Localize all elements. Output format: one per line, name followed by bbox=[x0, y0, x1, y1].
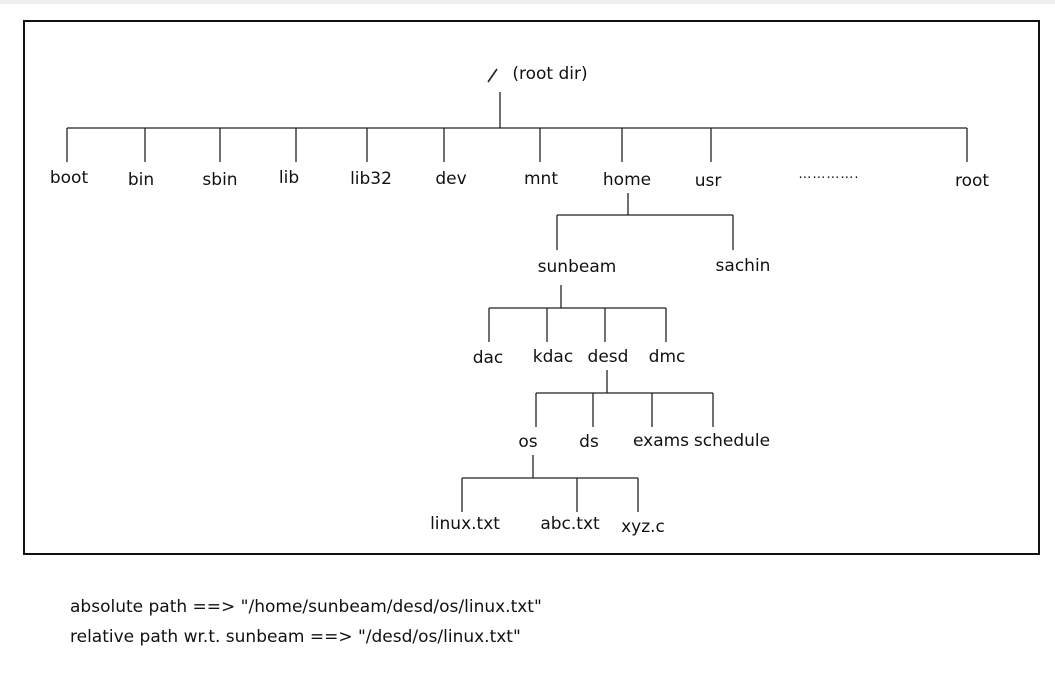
path-notes: absolute path ==> "/home/sunbeam/desd/os… bbox=[70, 592, 542, 652]
dir-usr: usr bbox=[694, 171, 722, 191]
dir-dac: dac bbox=[472, 348, 504, 368]
dir-bin: bin bbox=[127, 170, 155, 190]
dir-sunbeam: sunbeam bbox=[537, 257, 617, 277]
dir-lib32: lib32 bbox=[350, 169, 392, 189]
dir-ellipsis: …………. bbox=[798, 167, 860, 182]
dir-kdac: kdac bbox=[532, 347, 574, 367]
dir-sachin: sachin bbox=[715, 256, 771, 276]
dir-root: root bbox=[954, 171, 990, 191]
dir-dmc: dmc bbox=[648, 347, 686, 367]
relative-path-note: relative path wr.t. sunbeam ==> "/desd/o… bbox=[70, 627, 521, 647]
dir-lib: lib bbox=[278, 168, 300, 188]
root-slash-mark bbox=[487, 68, 498, 83]
dir-sbin: sbin bbox=[202, 170, 238, 190]
dir-dev: dev bbox=[435, 169, 467, 189]
dir-ds: ds bbox=[579, 432, 599, 452]
dir-desd: desd bbox=[587, 347, 629, 367]
top-bar bbox=[0, 0, 1055, 4]
file-linux-txt: linux.txt bbox=[430, 514, 500, 534]
dir-os: os bbox=[518, 432, 538, 452]
diagram-frame bbox=[23, 20, 1040, 555]
file-abc-txt: abc.txt bbox=[540, 514, 600, 534]
file-xyz-c: xyz.c bbox=[621, 517, 665, 537]
dir-boot: boot bbox=[49, 168, 89, 188]
root-dir-caption: (root dir) bbox=[512, 64, 588, 84]
dir-schedule: schedule bbox=[693, 431, 771, 451]
dir-mnt: mnt bbox=[524, 169, 558, 189]
absolute-path-note: absolute path ==> "/home/sunbeam/desd/os… bbox=[70, 597, 542, 617]
dir-home: home bbox=[602, 170, 652, 190]
dir-exams: exams bbox=[632, 431, 690, 451]
